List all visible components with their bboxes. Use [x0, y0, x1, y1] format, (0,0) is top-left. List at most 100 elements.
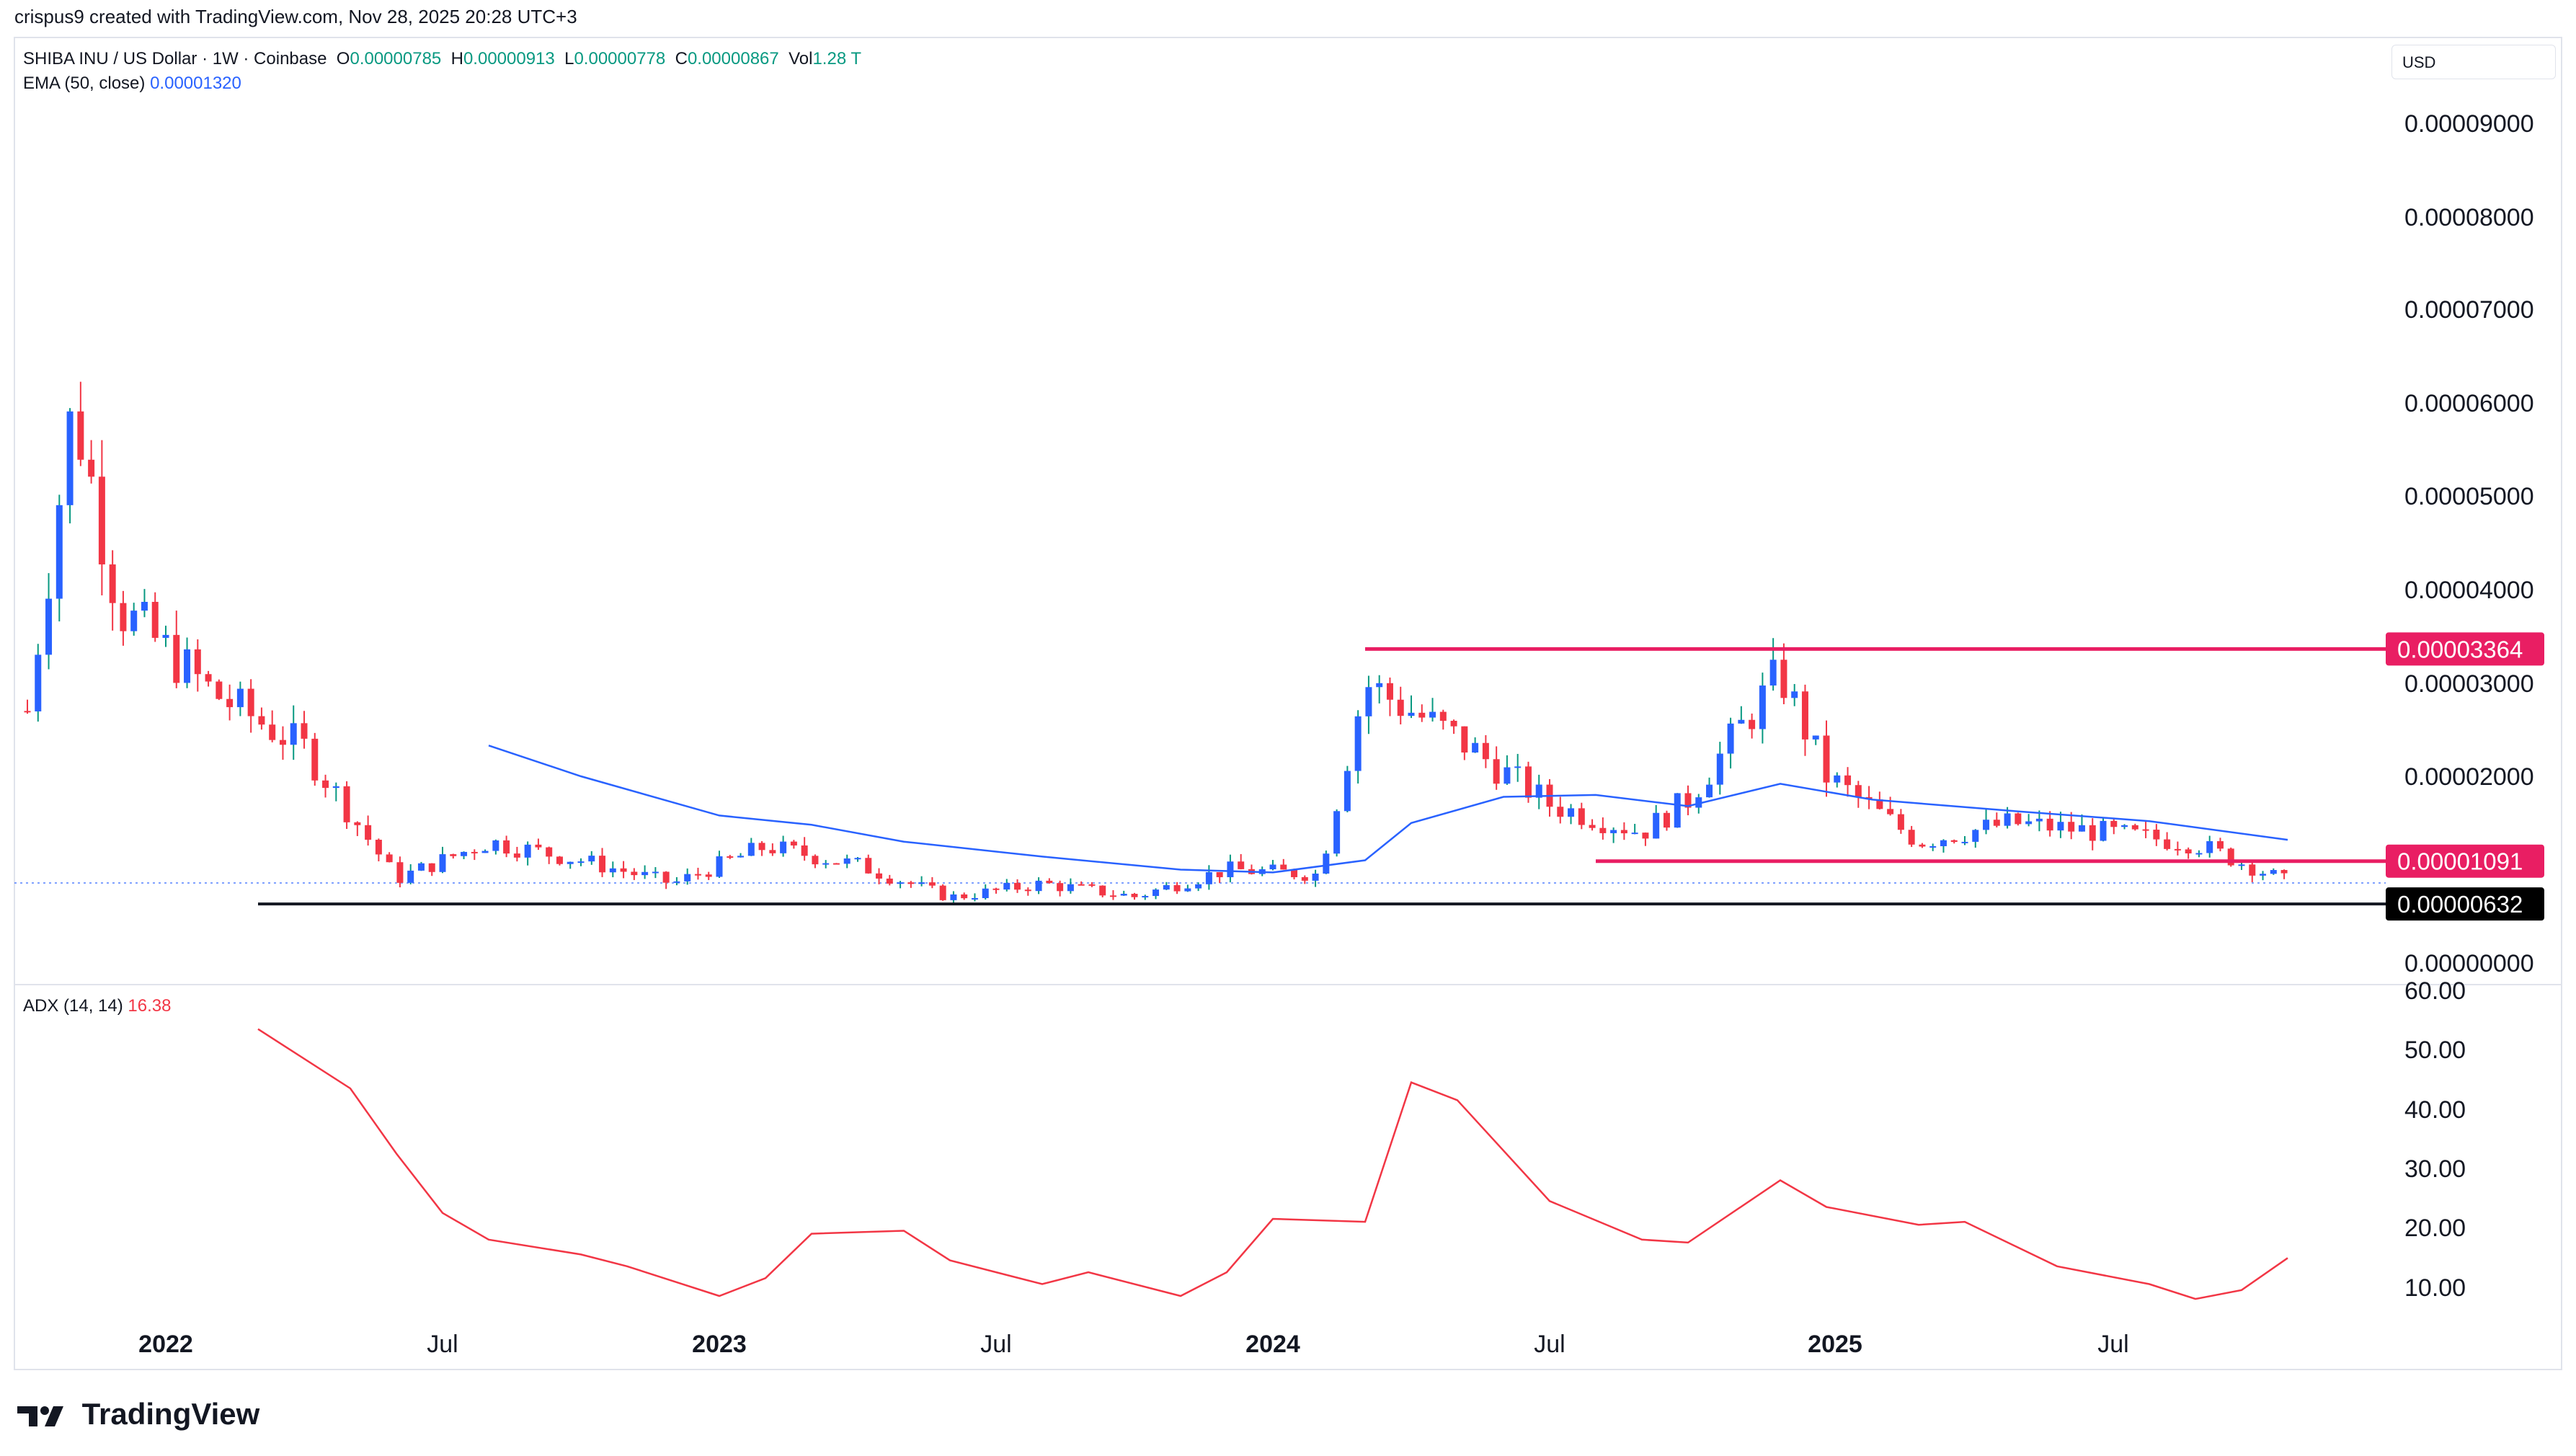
candle-body [535, 844, 542, 848]
candle-body [1663, 812, 1670, 828]
candle-body [2227, 848, 2234, 866]
candle-body [716, 856, 723, 877]
candle-body [2206, 841, 2213, 853]
candle-body [407, 870, 414, 883]
candle-body [2089, 825, 2096, 841]
candle-body [1035, 880, 1042, 892]
tradingview-logo[interactable]: TradingView [16, 1397, 259, 1431]
candle-body [162, 634, 169, 638]
candle-body [269, 724, 276, 740]
candle-body [812, 856, 819, 865]
candle-body [1684, 793, 1692, 808]
candle-body [343, 786, 350, 822]
candle-body [588, 856, 595, 862]
candle-body [2121, 825, 2128, 827]
candle-body [886, 878, 893, 884]
candle-body [1706, 784, 1713, 798]
candle-body [1642, 833, 1649, 839]
candle-body [1834, 775, 1841, 783]
candle-body [1919, 844, 1926, 847]
candle-body [694, 874, 701, 876]
candle-body [1205, 871, 1212, 884]
candle-body [173, 634, 180, 683]
candle-body [939, 885, 946, 900]
candles [24, 381, 2288, 905]
candle-body [2100, 820, 2107, 841]
candle-body [2280, 870, 2288, 874]
volume-value: 1.28 T [812, 49, 862, 68]
candle-body [769, 850, 776, 853]
candle-body [1983, 820, 1990, 830]
candle-body [1291, 869, 1298, 877]
candle-body [2004, 813, 2011, 826]
candle-body [1472, 742, 1479, 753]
candle-body [35, 654, 42, 711]
chart-frame [14, 37, 2562, 1370]
candle-body [758, 843, 765, 851]
candle-body [2164, 839, 2171, 849]
candle-body [290, 723, 297, 745]
candle-body [301, 723, 308, 739]
candle-body [950, 894, 957, 900]
candle-body [567, 861, 574, 864]
candle-body [1099, 885, 1106, 896]
price-tick: 0.00007000 [2404, 296, 2534, 324]
candle-body [396, 862, 404, 883]
resistance-price-tag [2386, 632, 2544, 666]
candle-body [1439, 711, 1447, 721]
candle-body [439, 854, 446, 872]
candle-body [673, 881, 680, 883]
candle-body [1535, 784, 1542, 798]
candle-body [556, 856, 563, 864]
candle-body [184, 649, 191, 683]
candle-body [2078, 825, 2085, 832]
candle-body [1887, 809, 1894, 814]
candle-body [1120, 894, 1127, 896]
candle-body [780, 841, 787, 853]
candle-body [2238, 864, 2245, 866]
candle-body [961, 894, 968, 899]
candle-body [1450, 720, 1457, 727]
candle-body [928, 882, 936, 886]
candle-body [1376, 683, 1383, 688]
candle-body [66, 411, 74, 505]
candle-body [354, 822, 361, 825]
candle-body [1961, 841, 1968, 843]
candle-body [2068, 822, 2075, 832]
tradingview-logo-icon [17, 1406, 63, 1426]
time-tick: Jul [1534, 1331, 1565, 1358]
candle-body [1365, 687, 1372, 716]
adx-line [257, 1028, 2288, 1300]
candle-body [247, 688, 254, 716]
currency-button[interactable]: USD [2391, 45, 2556, 79]
candle-body [2249, 864, 2256, 876]
open-value: 0.00000785 [350, 49, 442, 68]
candle-body [1727, 723, 1734, 754]
candle-body [546, 847, 553, 857]
tradingview-logo-text: TradingView [81, 1397, 260, 1431]
candle-body [1269, 864, 1276, 870]
candle-body [1908, 830, 1915, 845]
candle-body [1397, 699, 1404, 716]
candle-body [1738, 719, 1745, 724]
candle-body [461, 851, 468, 856]
low-price-tag [2386, 887, 2544, 921]
candle-body [1386, 683, 1393, 700]
candle-body [854, 858, 861, 860]
candle-body [1408, 712, 1415, 716]
candle-body [1514, 766, 1522, 768]
candle-body [822, 863, 830, 865]
candle-body [1769, 660, 1777, 686]
resistance-price-label: 0.00003364 [2397, 636, 2523, 662]
candle-body [897, 882, 904, 884]
candle-body [1631, 833, 1638, 835]
candle-body [1003, 882, 1011, 890]
candle-body [1780, 660, 1787, 698]
candle-body [1067, 884, 1074, 892]
candle-body [2110, 820, 2118, 827]
adx-label: ADX (14, 14) [23, 996, 123, 1016]
candle-body [1482, 742, 1489, 760]
candle-body [141, 602, 148, 611]
candle-body [492, 840, 499, 851]
